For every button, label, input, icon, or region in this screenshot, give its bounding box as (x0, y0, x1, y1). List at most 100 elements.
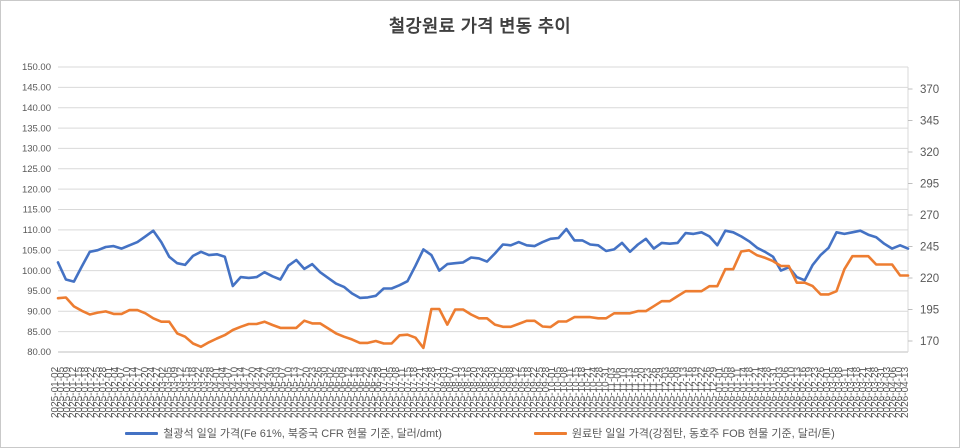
x-date-label: 2025-02-01 (104, 366, 115, 418)
x-date-label: 2025-05-13 (289, 366, 300, 418)
x-date-label: 2025-10-21 (583, 366, 594, 418)
x-date-label: 2025-11-13 (625, 367, 636, 418)
x-date-label: 2025-07-31 (433, 366, 444, 418)
x-date-label: 2026-03-18 (852, 366, 863, 418)
x-date-label: 2025-10-31 (601, 366, 612, 418)
y-left-tick-label: 85.00 (27, 327, 51, 338)
x-date-label: 2025-11-26 (649, 367, 660, 418)
x-date-label: 2025-08-23 (475, 366, 486, 418)
x-date-label: 2025-08-13 (457, 366, 468, 418)
x-date-label: 2025-06-25 (367, 366, 378, 418)
y-left-tick-label: 115.00 (23, 205, 51, 216)
chart-title: 철강원료 가격 변동 추이 (388, 16, 572, 36)
x-date-label: 2025-04-27 (260, 366, 271, 418)
x-date-label: 2026-02-10 (786, 366, 797, 418)
x-date-label: 2025-04-24 (254, 366, 265, 418)
x-date-label: 2025-06-15 (349, 366, 360, 418)
x-date-label: 2025-04-14 (236, 366, 247, 418)
y-left-tick-label: 90.00 (27, 306, 51, 317)
x-date-label: 2025-08-03 (439, 366, 450, 418)
x-date-label: 2025-12-19 (690, 366, 701, 418)
x-date-label: 2025-07-01 (379, 366, 390, 418)
x-date-label: 2025-04-04 (218, 366, 229, 418)
iron-ore-legend-label: 철광석 일일 가격(Fe 61%, 북중국 CFR 현물 기준, 달러/dmt) (163, 428, 442, 440)
y-right-tick-label: 370 (920, 84, 939, 96)
x-date-label: 2025-01-15 (74, 366, 85, 418)
x-date-label: 2026-02-26 (816, 366, 827, 418)
y-left-tick-label: 95.00 (27, 286, 51, 297)
x-date-label: 2025-03-28 (206, 366, 217, 418)
x-date-label: 2025-05-17 (295, 366, 306, 418)
x-date-label: 2025-08-30 (487, 366, 498, 418)
x-date-label: 2025-04-17 (242, 366, 253, 418)
x-date-label: 2025-02-27 (152, 366, 163, 418)
x-date-label: 2026-01-21 (750, 366, 761, 418)
x-date-label: 2025-03-25 (200, 366, 211, 418)
y-left-tick-label: 145.00 (22, 83, 51, 94)
x-date-label: 2026-03-01 (822, 366, 833, 418)
x-date-label: 2026-03-28 (870, 366, 881, 418)
x-date-label: 2026-04-06 (888, 366, 899, 418)
x-date-label: 2025-01-02 (50, 366, 61, 418)
x-date-label: 2025-05-07 (277, 366, 288, 418)
x-date-label: 2025-03-12 (176, 366, 187, 418)
x-date-label: 2025-07-11 (397, 367, 408, 418)
x-date-label: 2025-02-24 (146, 366, 157, 418)
x-date-label: 2026-02-19 (804, 366, 815, 418)
y-right-tick-label: 295 (920, 179, 939, 191)
x-date-label: 2025-11-06 (613, 367, 624, 418)
x-date-label: 2025-03-22 (194, 366, 205, 418)
x-date-label: 2026-02-16 (798, 366, 809, 418)
x-date-label: 2025-06-28 (373, 366, 384, 418)
x-date-label: 2026-02-03 (774, 366, 785, 418)
x-date-label: 2026-03-14 (846, 366, 857, 418)
y-right-tick-label: 345 (920, 116, 939, 128)
x-date-label: 2026-03-21 (858, 366, 869, 418)
x-date-label: 2026-01-31 (768, 366, 779, 418)
x-date-label: 2026-03-24 (864, 366, 875, 418)
series-line-iron-ore (56, 227, 910, 300)
y-left-tick-label: 120.00 (22, 184, 51, 195)
legend-entry-coking-coal: 원료탄 일일 가격(강점탄, 동호주 FOB 현물 기준, 달러/톤) (533, 425, 835, 441)
x-date-label: 2026-03-08 (834, 366, 845, 418)
x-date-label: 2025-12-16 (685, 366, 696, 418)
x-date-label: 2025-09-22 (529, 366, 540, 418)
x-date-label: 2025-01-18 (80, 366, 91, 418)
x-date-label: 2025-02-07 (116, 366, 127, 418)
x-date-label: 2025-04-01 (212, 366, 223, 418)
x-date-label: 2025-02-14 (128, 366, 139, 418)
x-date-label: 2025-03-18 (188, 366, 199, 418)
y-left-tick-label: 125.00 (22, 164, 51, 175)
x-date-label: 2025-01-12 (68, 366, 79, 418)
x-date-label: 2025-11-16 (631, 367, 642, 418)
x-date-label: 2025-12-26 (702, 366, 713, 418)
x-date-label: 2025-06-09 (337, 366, 348, 418)
y-left-tick-label: 105.00 (22, 245, 51, 256)
x-date-label: 2025-05-10 (283, 366, 294, 418)
y-left-tick-label: 140.00 (22, 103, 51, 114)
x-date-label: 2025-10-28 (595, 366, 606, 418)
x-date-label: 2025-09-12 (511, 366, 522, 418)
x-date-label: 2025-07-05 (385, 366, 396, 418)
x-date-label: 2025-10-24 (589, 366, 600, 418)
x-date-label: 2025-04-30 (265, 366, 276, 418)
x-date-label: 2025-12-09 (673, 366, 684, 418)
x-date-label: 2026-02-13 (792, 366, 803, 418)
x-date-label: 2025-07-08 (391, 366, 402, 418)
y-left-tick-label: 80.00 (27, 347, 51, 358)
x-date-label: 2025-09-02 (493, 366, 504, 418)
x-date-label: 2025-07-21 (415, 366, 426, 418)
x-date-label: 2025-11-29 (655, 367, 666, 418)
x-date-label: 2025-08-10 (451, 366, 462, 418)
x-date-label: 2025-09-15 (517, 366, 528, 418)
y-left-tick-label: 100.00 (22, 266, 51, 277)
x-date-label: 2025-03-09 (170, 366, 181, 418)
x-date-label: 2025-12-13 (679, 366, 690, 418)
x-date-label: 2025-03-02 (158, 366, 169, 418)
y-right-tick-label: 245 (920, 242, 939, 254)
x-date-label: 2025-05-20 (301, 366, 312, 418)
x-date-label: 2025-07-24 (421, 366, 432, 418)
x-date-label: 2025-01-05 (56, 366, 67, 418)
